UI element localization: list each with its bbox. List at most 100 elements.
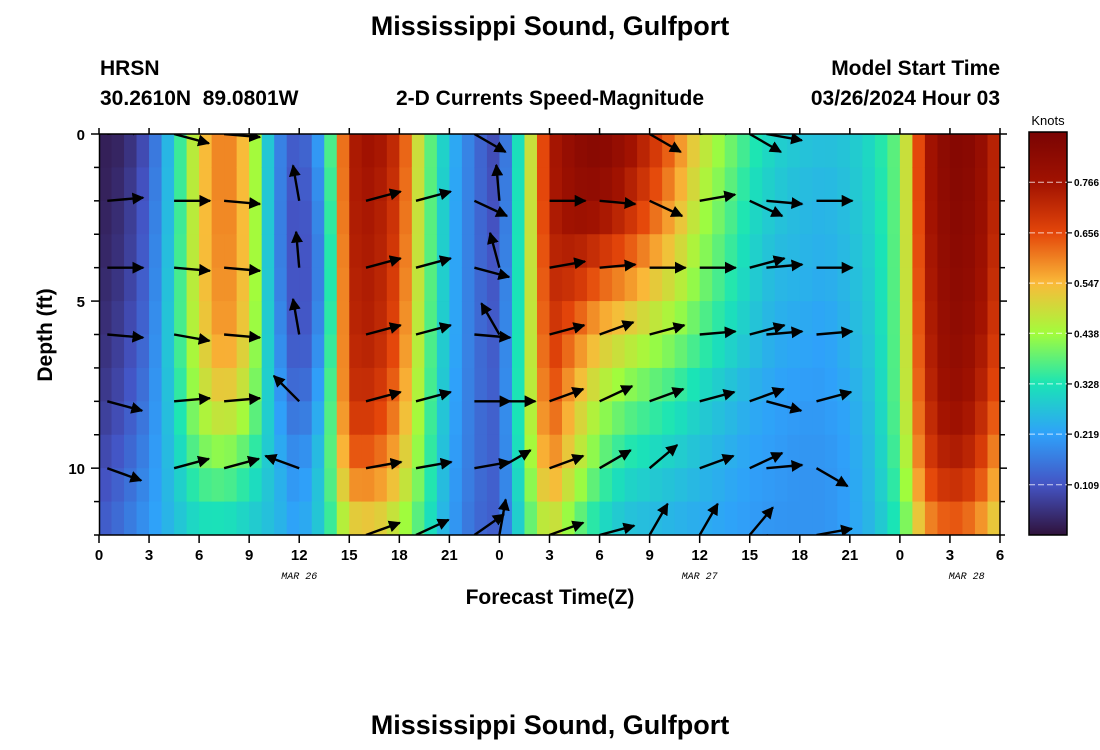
heatmap-cell [974, 434, 989, 469]
heatmap-cell [662, 501, 676, 535]
heatmap-cell [399, 334, 413, 369]
current-vector-arrow [272, 375, 301, 403]
heatmap-cell [799, 167, 813, 202]
x-axis: 0 3 6 9 12 15 18 21 0 3 6 9 12 15 18 21 0 3 6 MAR 26 MAR 27 M… [95, 128, 1004, 583]
heatmap-cell [311, 501, 325, 535]
heatmap-cell [399, 200, 413, 235]
heatmap-cell [924, 367, 939, 402]
current-vector-arrow [599, 522, 636, 535]
heatmap-cell [224, 434, 238, 469]
heatmap-cell [324, 200, 338, 235]
heatmap-cell [824, 134, 838, 169]
x-tick-label: 0 [95, 547, 103, 564]
heatmap-cell [236, 200, 250, 235]
current-vector-arrow [288, 297, 301, 335]
heatmap-cell [311, 234, 325, 269]
current-vector-arrow [107, 134, 144, 136]
heatmap-cell [912, 200, 926, 235]
heatmap-cell [849, 267, 863, 302]
heatmap-cell [799, 200, 813, 235]
heatmap-cell [461, 301, 476, 336]
heatmap-cell [712, 134, 726, 169]
heatmap-cell [261, 468, 275, 503]
heatmap-cell [436, 468, 450, 503]
heatmap-cell [862, 501, 876, 535]
heatmap-cell [549, 401, 563, 436]
heatmap-cell [587, 468, 601, 503]
current-vector-arrow [649, 387, 685, 403]
heatmap-cell [299, 167, 313, 202]
heatmap-cell [824, 501, 838, 535]
heatmap-cell [536, 234, 551, 269]
current-vector-arrow [699, 190, 737, 203]
heatmap-cell [649, 200, 663, 235]
heatmap-cell [874, 334, 888, 369]
current-vector-arrow [365, 389, 402, 403]
heatmap-cell [887, 367, 901, 402]
heatmap-cell [311, 301, 325, 336]
heatmap-cell [912, 334, 926, 369]
heatmap-cell [411, 301, 425, 336]
heatmap-cell [349, 334, 363, 369]
heatmap-cell [436, 200, 450, 235]
heatmap-cell [924, 234, 939, 269]
heatmap-cell [949, 434, 964, 469]
heatmap-cell [336, 468, 350, 503]
heatmap-cell [111, 501, 125, 535]
heatmap-cell [186, 200, 200, 235]
heatmap-cell [324, 334, 338, 369]
heatmap-cell [762, 267, 776, 302]
heatmap-cell [662, 401, 676, 436]
heatmap-cell [511, 468, 526, 503]
heatmap-cell [486, 434, 501, 469]
heatmap-cell [136, 401, 150, 436]
heatmap-cell [937, 200, 951, 235]
heatmap-cell [536, 301, 551, 336]
heatmap-cell [749, 234, 763, 269]
heatmap-cell [161, 200, 175, 235]
heatmap-cell [712, 367, 726, 402]
heatmap-cell [574, 301, 588, 336]
heatmap-cell [749, 167, 763, 202]
heatmap-cell [737, 267, 751, 302]
current-vector-arrow [549, 453, 585, 470]
heatmap-cell [524, 267, 538, 302]
heatmap-cell [687, 367, 701, 402]
current-vector-arrow [173, 455, 211, 470]
heatmap-cell [637, 334, 651, 369]
current-vector-arrow [415, 188, 452, 202]
heatmap-cell [336, 501, 350, 535]
heatmap-cell [336, 167, 350, 202]
heatmap-cell [374, 501, 388, 535]
heatmap-cell [424, 200, 438, 235]
heatmap-cell [812, 200, 826, 235]
heatmap-cell [849, 301, 863, 336]
heatmap-cell [299, 468, 313, 503]
heatmap-cell [887, 234, 901, 269]
heatmap-cell [486, 468, 501, 503]
heatmap-cell [799, 234, 813, 269]
heatmap-cell [662, 200, 676, 235]
heatmap-cell [612, 468, 626, 503]
heatmap-cell [737, 301, 751, 336]
heatmap-cell [536, 267, 551, 302]
current-vector-arrow [473, 513, 505, 535]
x-tick-label: 12 [291, 547, 308, 564]
heatmap-cell [261, 434, 275, 469]
heatmap-cell [499, 167, 513, 202]
heatmap-cell [449, 401, 463, 436]
heatmap-cell [536, 434, 551, 469]
current-vectors [106, 134, 854, 535]
heatmap-cell [837, 401, 851, 436]
heatmap-cell [962, 334, 976, 369]
current-vector-arrow [649, 322, 686, 336]
heatmap-cell [99, 468, 113, 503]
current-vector-arrow [415, 255, 452, 269]
heatmap-cell [987, 367, 1000, 402]
heatmap-cell [574, 434, 588, 469]
heatmap-cell [99, 167, 113, 202]
heatmap-cell [924, 167, 939, 202]
heatmap-cell [299, 200, 313, 235]
heatmap-cell [587, 301, 601, 336]
heatmap-cell [261, 200, 275, 235]
